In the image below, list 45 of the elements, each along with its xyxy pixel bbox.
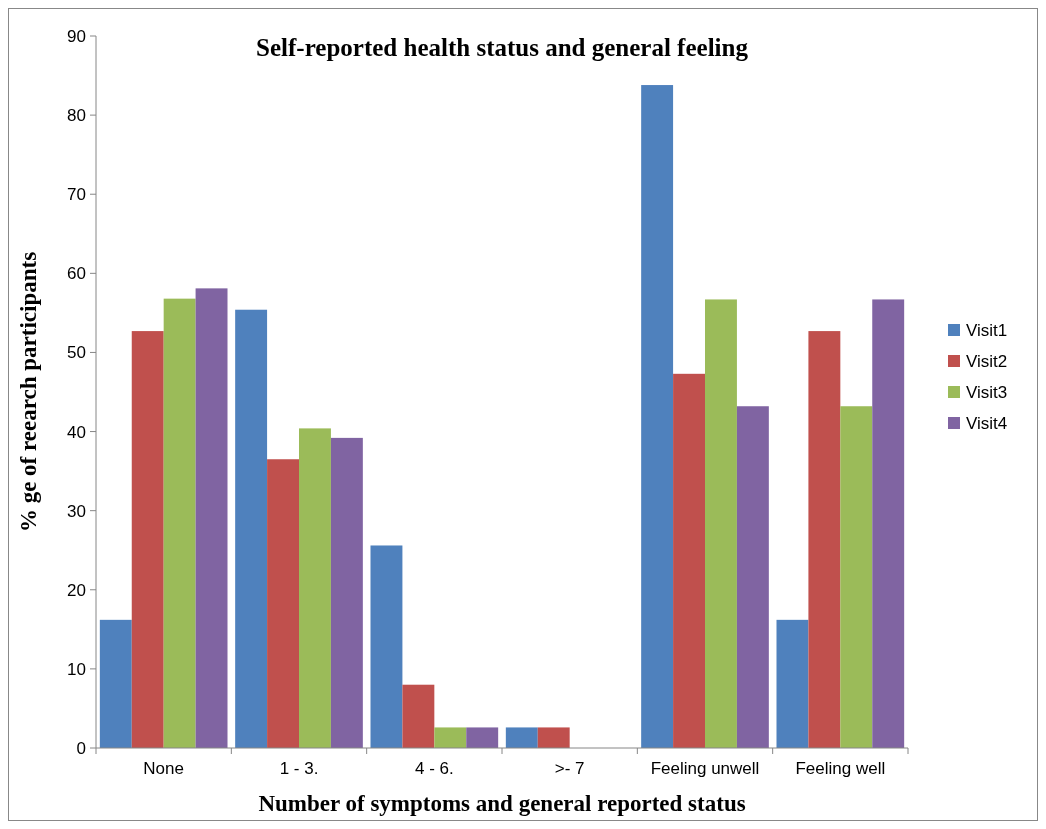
bar <box>370 545 403 748</box>
y-tick-label: 30 <box>67 501 86 521</box>
chart-title: Self-reported health status and general feeling <box>256 34 749 61</box>
x-tick-label: None <box>143 759 184 778</box>
x-tick-label: >- 7 <box>554 759 585 778</box>
y-tick-label: 90 <box>67 26 86 46</box>
y-tick-label: 20 <box>67 580 86 600</box>
y-tick-label: 10 <box>67 659 86 679</box>
bar <box>673 373 705 748</box>
bar <box>402 684 435 748</box>
x-tick-label: Feeling well <box>795 759 886 778</box>
bar <box>736 406 769 748</box>
bar <box>163 298 196 748</box>
y-tick-label: 60 <box>67 264 86 284</box>
legend-label: Visit3 <box>966 382 1008 402</box>
y-tick-label: 0 <box>76 738 86 758</box>
bar <box>505 727 538 748</box>
legend-label: Visit1 <box>966 320 1008 340</box>
y-tick-label: 50 <box>67 343 86 363</box>
bar <box>131 331 164 748</box>
bar <box>537 727 570 748</box>
bar <box>195 288 228 748</box>
bar <box>235 309 268 748</box>
y-tick-label: 40 <box>67 422 86 442</box>
bar <box>776 619 809 748</box>
bar <box>434 727 467 748</box>
x-tick-label: 4 - 6. <box>414 759 454 778</box>
x-axis-title: Number of symptoms and general reported status <box>258 791 746 816</box>
bar <box>641 85 674 748</box>
y-axis-title: % ge of reearch participants <box>16 251 41 533</box>
bar <box>466 727 499 748</box>
legend-label: Visit4 <box>966 413 1008 433</box>
bar <box>705 299 737 748</box>
bar <box>99 619 132 748</box>
x-tick-label: 1 - 3. <box>279 759 319 778</box>
x-tick-label: Feeling unwell <box>650 759 760 778</box>
bar <box>872 299 905 748</box>
bar <box>299 428 331 748</box>
bar <box>330 437 363 748</box>
bar <box>840 406 873 748</box>
y-tick-label: 70 <box>67 185 86 205</box>
legend-label: Visit2 <box>966 351 1008 371</box>
bar <box>267 459 299 748</box>
y-tick-label: 80 <box>67 106 86 126</box>
bar <box>808 331 841 748</box>
